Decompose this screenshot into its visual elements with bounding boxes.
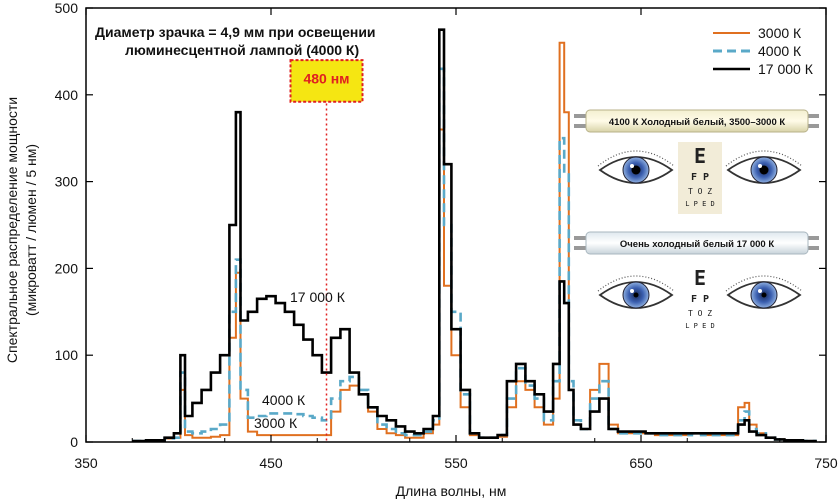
series-layer [132, 28, 817, 443]
axes: 0 100 200 300 400 500 350 450 550 650 750 [55, 0, 838, 471]
inset-illustration: 4100 К Холодный белый, 3500–3000 К E F P… [574, 109, 819, 336]
y-tick-label: 0 [70, 434, 78, 450]
marker-layer: 480 нм [289, 59, 364, 442]
series-line-17000k [132, 28, 817, 443]
eye-chart-2: E F P T O Z L P E D [678, 264, 722, 336]
tube-1-label: 4100 К Холодный белый, 3500–3000 К [609, 117, 786, 128]
legend-label-4000k: 4000 К [758, 43, 802, 59]
curve-label-17000k: 17 000 К [290, 289, 346, 305]
curve-label-3000k: 3000 К [254, 415, 298, 431]
y-tick-label: 200 [55, 260, 79, 276]
legend-label-3000k: 3000 К [758, 25, 802, 41]
chart-title-line1: Диаметр зрачка = 4,9 мм при освещении [95, 24, 376, 40]
curve-label-4000k: 4000 К [262, 392, 306, 408]
x-tick-label: 550 [444, 455, 468, 471]
eye-chart-1-row-4: L P E D [685, 200, 715, 208]
eye-chart-1-row-2: F P [691, 172, 709, 183]
chart-title-line2: люминесцентной лампой (4000 К) [125, 42, 359, 58]
y-axis-label-line1: Спектральное распределение мощности [4, 97, 20, 363]
y-tick-label: 500 [55, 0, 79, 16]
x-tick-label: 350 [74, 455, 98, 471]
eye-chart-1-row-3: T O Z [688, 187, 712, 196]
legend-label-17000k: 17 000 К [758, 61, 814, 77]
x-tick-label: 450 [259, 455, 283, 471]
y-tick-label: 300 [55, 174, 79, 190]
eye-left-2 [597, 275, 675, 309]
eye-chart-1-row-1: E [694, 144, 706, 168]
y-axis-label-line2: (микроватт / люмен / 5 нм) [23, 144, 39, 316]
eye-right-1 [725, 150, 803, 184]
eye-chart-2-row-1: E [694, 266, 706, 290]
x-axis-label: Длина волны, нм [396, 483, 507, 499]
plot-frame [85, 7, 827, 443]
y-tick-label: 400 [55, 87, 79, 103]
series-line-4000k [132, 67, 817, 443]
eye-right-2 [725, 275, 803, 309]
tube-2-label: Очень холодный белый 17 000 К [620, 239, 774, 250]
x-tick-label: 650 [629, 455, 653, 471]
x-tick-label: 750 [814, 455, 838, 471]
eye-chart-2-row-4: L P E D [685, 322, 715, 330]
tube-1: 4100 К Холодный белый, 3500–3000 К [574, 109, 819, 133]
tube-2: Очень холодный белый 17 000 К [574, 231, 819, 255]
marker-480nm-label: 480 нм [303, 71, 349, 87]
eye-chart-2-row-3: T O Z [688, 309, 712, 318]
eye-chart-1: E F P T O Z L P E D [678, 142, 722, 214]
legend: 3000 К 4000 К 17 000 К [713, 25, 814, 77]
eye-left-1 [597, 150, 675, 184]
y-tick-label: 100 [55, 347, 79, 363]
eye-chart-2-row-2: F P [691, 294, 709, 305]
marker-480nm-box [289, 59, 364, 103]
